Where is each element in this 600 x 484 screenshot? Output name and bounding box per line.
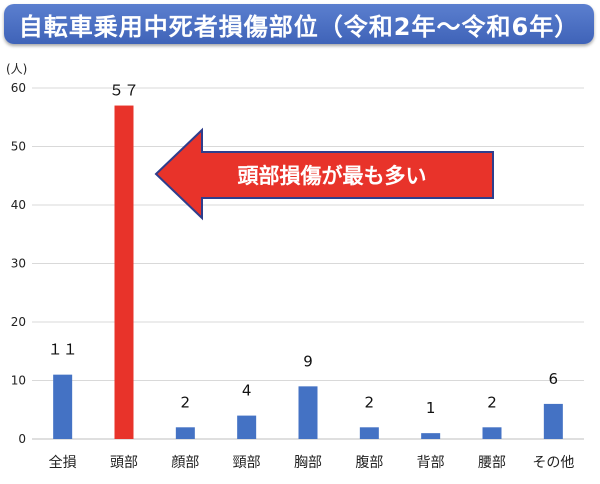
data-labels: １１ ５７ 2 4 9 2 1 2 6 — [48, 82, 558, 418]
y-tick-label: 60 — [11, 81, 26, 95]
category-label: 腰部 — [478, 455, 506, 471]
data-label: 2 — [365, 393, 375, 411]
bar — [421, 433, 441, 439]
bar — [359, 427, 379, 439]
chart-title: 自転車乗用中死者損傷部位（令和2年～令和6年） — [18, 12, 580, 41]
data-label: 4 — [242, 382, 252, 400]
data-label: １１ — [48, 341, 78, 359]
y-unit-label: (人) — [6, 62, 27, 76]
category-label: その他 — [532, 455, 574, 471]
bar — [53, 374, 73, 439]
y-tick-labels: 0 10 20 30 40 50 60 — [11, 81, 26, 446]
category-label: 胸部 — [294, 455, 322, 471]
category-label: 腹部 — [355, 454, 383, 471]
category-label: 頸部 — [233, 455, 261, 471]
category-label: 顔部 — [171, 455, 199, 471]
bar — [237, 415, 257, 439]
data-label: 2 — [487, 393, 497, 411]
category-label: 頭部 — [110, 455, 138, 471]
y-tick-label: 0 — [18, 432, 26, 446]
category-labels: 全損 頭部 顔部 頸部 胸部 腹部 背部 腰部 その他 — [49, 454, 575, 471]
data-label: 1 — [426, 399, 436, 417]
data-label: 9 — [303, 352, 313, 370]
y-tick-label: 20 — [11, 315, 26, 329]
bar — [543, 403, 563, 439]
data-label: 6 — [549, 370, 559, 388]
category-label: 背部 — [417, 455, 445, 471]
bars — [53, 105, 563, 440]
category-label: 全損 — [49, 454, 77, 471]
callout-arrow: 頭部損傷が最も多い — [154, 127, 494, 221]
bar — [175, 427, 195, 439]
y-tick-label: 50 — [11, 140, 26, 154]
bar — [482, 427, 502, 439]
data-label: 2 — [181, 393, 191, 411]
title-banner: 自転車乗用中死者損傷部位（令和2年～令和6年） — [4, 4, 594, 44]
y-tick-label: 40 — [11, 198, 26, 212]
bar — [298, 386, 318, 439]
bar — [114, 105, 134, 440]
y-tick-label: 10 — [11, 374, 26, 388]
callout-text: 頭部損傷が最も多い — [238, 164, 427, 188]
y-tick-label: 30 — [11, 257, 26, 271]
data-label: ５７ — [109, 82, 139, 100]
callout-arrow-shape — [154, 127, 494, 221]
